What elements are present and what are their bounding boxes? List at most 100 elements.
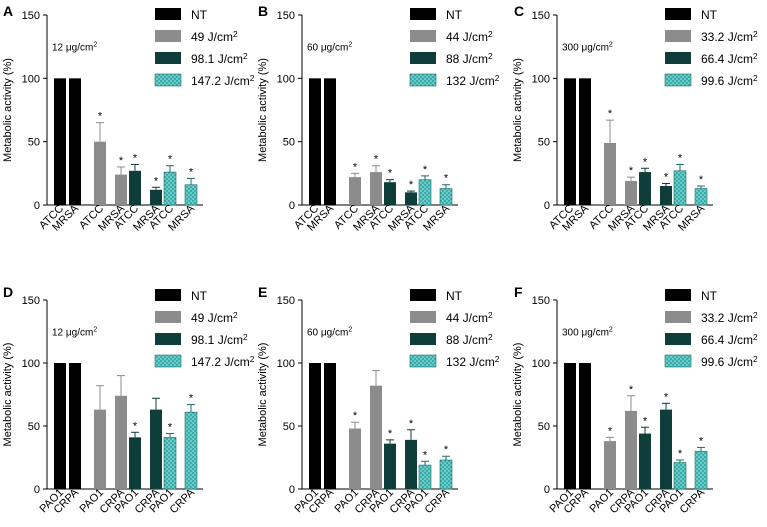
panel-f-legend-label: 33.2 J/cm2 [701,310,758,325]
panel-e-legend-label: 132 J/cm2 [446,354,500,369]
panel-e-bar [405,439,417,489]
panel-f-bar [579,363,591,489]
panel-f-legend-swatch [665,311,691,323]
panel-c-bar [625,180,637,205]
panel-c-significance-star: * [699,174,704,186]
panel-b-bar [370,172,382,205]
panel-a-legend-label: NT [191,8,208,22]
panel-e-significance-star: * [409,418,414,430]
panel-c-legend-label: 99.6 J/cm2 [701,73,758,88]
panel-e-legend-swatch [410,333,436,345]
panel-b-legend-swatch [410,8,436,20]
panel-f-significance-star: * [699,435,704,447]
panel-f-legend-label: 99.6 J/cm2 [701,354,758,369]
panel-a-bar [184,184,198,206]
panel-f-bar [673,462,687,490]
panel-d-y-axis-label: Metabolic activity (%) [2,343,14,447]
panel-c-significance-star: * [608,108,613,120]
panel-b-bar [324,78,336,205]
panel-c-bar [673,170,687,206]
panel-c-significance-star: * [643,156,648,168]
panel-b-label: B [258,3,268,19]
panel-a-y-tick-label: 0 [34,200,40,212]
panel-a-bar [129,170,141,205]
panel-e-y-tick-label: 0 [289,484,295,496]
panel-e-y-tick-label: 150 [277,295,295,307]
panel-f-label: F [514,284,523,300]
panel-f-significance-star: * [629,384,634,396]
panel-f-legend-swatch [664,354,692,368]
panel-d-bar [129,437,141,489]
panel-f-category-label: CRPA [678,486,708,516]
panel-c-bar [639,172,651,205]
panel-a-legend-swatch [155,8,181,20]
panel-a-bar [163,171,177,206]
panel-a-label: A [3,3,13,19]
panel-e-y-tick-label: 50 [283,421,295,433]
panel-c-y-tick-label: 0 [544,200,550,212]
panel-a-bar [115,174,127,205]
panel-a-significance-star: * [189,166,194,178]
panel-c-label: C [514,3,524,19]
panel-a-y-tick-label: 50 [28,137,40,149]
panel-b-legend-label: NT [446,8,463,22]
panel-d-y-tick-label: 0 [34,484,40,496]
panel-e-bar [439,459,453,490]
panel-c-bar [604,142,616,205]
panel-e-legend-label: NT [446,289,463,303]
panel-e-bar [309,363,321,489]
panel-b-significance-star: * [423,164,428,176]
panel-d-significance-star: * [133,420,138,432]
panel-f-significance-star: * [664,391,669,403]
panel-e-bar [324,363,336,489]
panel-c-y-tick-label: 50 [538,137,550,149]
panel-d-y-tick-label: 50 [28,421,40,433]
panel-a-y-tick-label: 150 [22,10,40,22]
panel-e-y-tick-label: 100 [277,358,295,370]
panel-e-bar [418,464,432,490]
panel-f-bar [639,433,651,489]
panel-b-legend-label: 88 J/cm2 [446,51,493,66]
panel-c-y-axis-label: Metabolic activity (%) [512,58,524,162]
panel-d-category-label: CRPA [168,486,198,516]
panel-b-y-tick-label: 150 [277,10,295,22]
panel-b-significance-star: * [444,173,449,185]
panel-c-legend-label: 66.4 J/cm2 [701,51,758,66]
panel-a-significance-star: * [119,155,124,167]
panel-b-legend-swatch [410,30,436,42]
panel-c-bar [579,78,591,205]
panel-f-y-tick-label: 50 [538,421,550,433]
panel-d-bar [184,411,198,490]
panel-e-significance-star: * [388,428,393,440]
panel-f-significance-star: * [643,415,648,427]
panel-c-legend-swatch [665,52,691,64]
panel-f-y-tick-label: 0 [544,484,550,496]
panel-d-legend-label: NT [191,289,208,303]
panel-b-significance-star: * [388,168,393,180]
panel-e-significance-star: * [353,410,358,422]
panel-b-bar [418,179,432,206]
panel-f-legend-swatch [665,333,691,345]
panel-e-legend-swatch [409,354,437,368]
panel-d-legend-label: 98.1 J/cm2 [191,332,248,347]
panel-d-bar [69,363,81,489]
panel-b-significance-star: * [374,154,379,166]
panel-b-concentration: 60 μg/cm2 [307,42,352,54]
panel-d-label: D [3,284,13,300]
panel-d-bar [163,437,177,490]
panel-d-y-tick-label: 150 [22,295,40,307]
panel-a-legend-label: 147.2 J/cm2 [191,73,255,88]
panel-b-y-tick-label: 100 [277,73,295,85]
panel-f-bar [694,450,708,490]
panel-b-legend-label: 44 J/cm2 [446,29,493,44]
panel-b-bar [349,177,361,205]
panel-f-legend-label: NT [701,289,718,303]
panel-a-significance-star: * [154,175,159,187]
panel-e-significance-star: * [423,449,428,461]
panel-a-y-tick-label: 100 [22,73,40,85]
panel-c-legend-swatch [665,30,691,42]
panel-a-legend-label: 49 J/cm2 [191,29,238,44]
panel-f-bar [564,363,576,489]
panel-c-y-tick-label: 150 [532,10,550,22]
panel-b-bar [384,182,396,205]
